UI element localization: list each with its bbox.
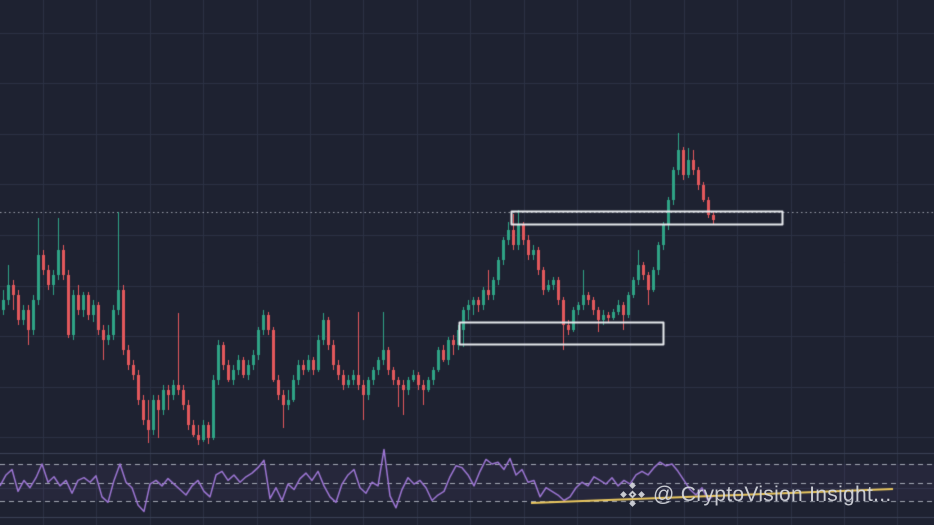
candlestick-chart-canvas[interactable] xyxy=(0,0,934,525)
trading-chart: @ CryptoVision Insight... xyxy=(0,0,934,525)
